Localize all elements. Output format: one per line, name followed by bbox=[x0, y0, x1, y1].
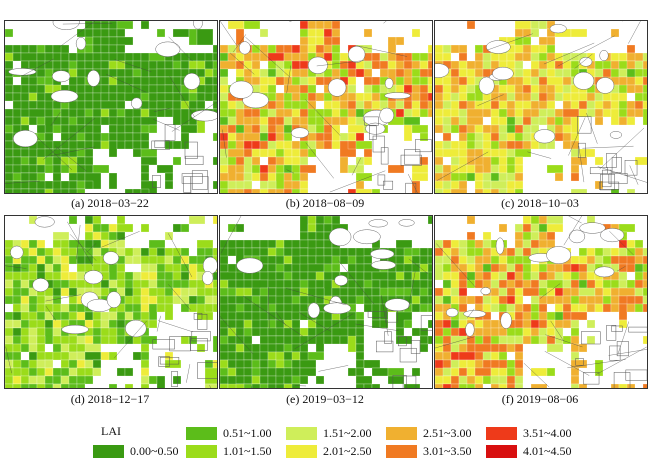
map-mosaic bbox=[435, 216, 647, 388]
legend-label: 1.01~1.50 bbox=[223, 444, 272, 458]
legend-label: 2.01~2.50 bbox=[323, 444, 372, 458]
panel-caption-c: (c) 2018−10−03 bbox=[501, 196, 579, 210]
map-panel-d bbox=[4, 215, 218, 389]
map-mosaic bbox=[220, 216, 432, 388]
map-panel-e bbox=[219, 215, 433, 389]
legend-title: LAI bbox=[101, 424, 121, 438]
legend-swatch bbox=[386, 427, 417, 440]
legend-swatch bbox=[286, 445, 317, 458]
legend-swatch bbox=[186, 427, 217, 440]
panel-caption-a: (a) 2018−03−22 bbox=[71, 196, 149, 210]
map-mosaic bbox=[435, 21, 647, 193]
legend-label: 0.51~1.00 bbox=[223, 426, 272, 440]
legend-label: 0.00~0.50 bbox=[130, 444, 179, 458]
legend-swatch bbox=[93, 445, 124, 458]
legend-swatch bbox=[286, 427, 317, 440]
map-mosaic bbox=[5, 21, 217, 193]
legend-label: 2.51~3.00 bbox=[423, 426, 472, 440]
map-mosaic bbox=[5, 216, 217, 388]
legend-label: 3.51~4.00 bbox=[523, 426, 572, 440]
map-panel-a bbox=[4, 20, 218, 194]
legend-swatch bbox=[486, 445, 517, 458]
map-panel-b bbox=[219, 20, 433, 194]
legend-label: 4.01~4.50 bbox=[523, 444, 572, 458]
lai-legend: LAI 0.00~0.50 0.51~1.00 1.01~1.50 1.51~2… bbox=[0, 420, 650, 465]
panel-caption-d: (d) 2018−12−17 bbox=[70, 392, 150, 406]
legend-label: 3.01~3.50 bbox=[423, 444, 472, 458]
legend-swatch bbox=[186, 445, 217, 458]
map-panel-f bbox=[434, 215, 648, 389]
legend-swatch bbox=[386, 445, 417, 458]
legend-label: 1.51~2.00 bbox=[323, 426, 372, 440]
legend-swatch bbox=[486, 427, 517, 440]
panel-caption-f: (f) 2019−08−06 bbox=[501, 392, 579, 406]
map-panel-c bbox=[434, 20, 648, 194]
map-mosaic bbox=[220, 21, 432, 193]
panel-caption-b: (b) 2018−08−09 bbox=[285, 196, 365, 210]
panel-caption-e: (e) 2019−03−12 bbox=[286, 392, 364, 406]
